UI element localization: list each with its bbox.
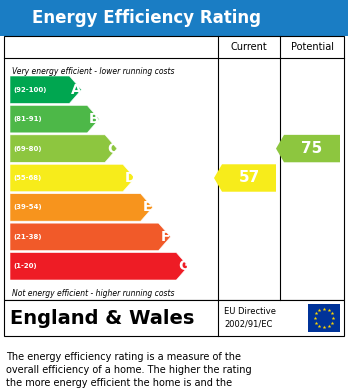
- Bar: [0, 0, 348, 36]
- Text: 2002/91/EC: 2002/91/EC: [224, 319, 272, 328]
- Text: (21-38): (21-38): [13, 234, 41, 240]
- Text: EU Directive: EU Directive: [224, 307, 276, 316]
- Text: Not energy efficient - higher running costs: Not energy efficient - higher running co…: [12, 289, 174, 298]
- Text: England & Wales: England & Wales: [10, 308, 195, 328]
- Polygon shape: [276, 135, 340, 162]
- Text: (39-54): (39-54): [13, 204, 42, 210]
- Text: D: D: [125, 171, 136, 185]
- Polygon shape: [214, 164, 276, 192]
- Text: overall efficiency of a home. The higher the rating: overall efficiency of a home. The higher…: [6, 365, 252, 375]
- Text: Potential: Potential: [291, 42, 333, 52]
- Text: B: B: [89, 112, 100, 126]
- Polygon shape: [10, 135, 117, 162]
- Text: C: C: [107, 142, 117, 156]
- Bar: [4, 300, 344, 336]
- Text: (55-68): (55-68): [13, 175, 41, 181]
- Polygon shape: [10, 164, 135, 192]
- Polygon shape: [10, 253, 188, 280]
- Text: A: A: [71, 83, 82, 97]
- Polygon shape: [10, 223, 171, 251]
- Text: the more energy efficient the home is and the: the more energy efficient the home is an…: [6, 378, 232, 388]
- Text: (69-80): (69-80): [13, 145, 41, 152]
- Text: Energy Efficiency Rating: Energy Efficiency Rating: [32, 9, 261, 27]
- Text: (81-91): (81-91): [13, 116, 42, 122]
- Bar: [308, 304, 340, 332]
- Text: G: G: [178, 259, 190, 273]
- Text: (1-20): (1-20): [13, 263, 37, 269]
- Polygon shape: [10, 106, 99, 133]
- Bar: [4, 36, 344, 300]
- Text: 57: 57: [238, 170, 260, 185]
- Text: The energy efficiency rating is a measure of the: The energy efficiency rating is a measur…: [6, 352, 241, 362]
- Polygon shape: [10, 76, 81, 104]
- Polygon shape: [10, 194, 153, 221]
- Text: 75: 75: [301, 141, 323, 156]
- Text: Very energy efficient - lower running costs: Very energy efficient - lower running co…: [12, 66, 174, 75]
- Text: (92-100): (92-100): [13, 87, 46, 93]
- Text: F: F: [160, 230, 170, 244]
- Text: Current: Current: [231, 42, 267, 52]
- Text: E: E: [143, 201, 152, 214]
